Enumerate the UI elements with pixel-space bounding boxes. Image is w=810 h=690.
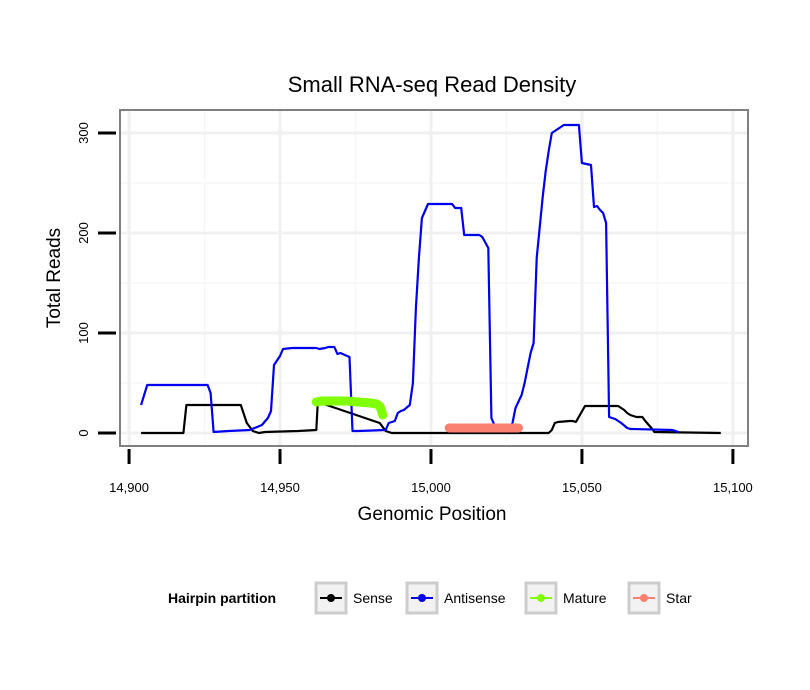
x-tick-label: 14,950	[260, 480, 300, 495]
plot-grid	[120, 110, 748, 446]
series-line-sense	[141, 400, 721, 435]
legend-label-mature: Mature	[563, 590, 607, 606]
chart-title: Small RNA-seq Read Density	[288, 72, 577, 97]
legend: Hairpin partition Sense Antisense Mature St…	[168, 581, 692, 615]
y-axis-title: Total Reads	[44, 228, 65, 328]
y-tick-label: 200	[76, 222, 91, 244]
x-tick-label: 15,050	[562, 480, 602, 495]
x-axis-title: Genomic Position	[358, 504, 507, 525]
y-tick-label: 0	[76, 429, 91, 436]
x-tick-label: 15,100	[713, 480, 753, 495]
series-line-antisense	[140, 123, 679, 434]
y-tick-label: 100	[76, 322, 91, 344]
legend-label-antisense: Antisense	[444, 590, 506, 606]
y-tick-label: 300	[76, 122, 91, 144]
legend-key-point-star	[640, 594, 648, 602]
legend-key-point-antisense	[418, 594, 426, 602]
series-layer	[140, 123, 721, 435]
legend-label-sense: Sense	[353, 590, 393, 606]
legend-key-point-sense	[327, 594, 335, 602]
legend-title: Hairpin partition	[168, 590, 276, 606]
plot-panel-border	[119, 109, 749, 447]
x-tick-label: 14,900	[109, 480, 149, 495]
legend-key-point-mature	[537, 594, 545, 602]
legend-label-star: Star	[666, 590, 692, 606]
series-line-mature	[311, 396, 388, 420]
axis-ticks: 14,900 14,950 15,000 15,050 15,100 0 100 200 300	[76, 122, 753, 495]
legend-keys: Sense Antisense Mature Star	[314, 581, 692, 615]
x-tick-label: 15,000	[411, 480, 451, 495]
